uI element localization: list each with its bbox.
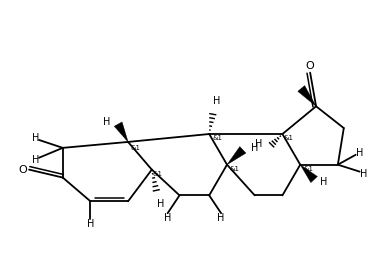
Text: H: H <box>356 148 363 158</box>
Text: H: H <box>32 133 39 143</box>
Polygon shape <box>300 165 317 183</box>
Polygon shape <box>227 147 246 165</box>
Text: H: H <box>87 219 94 229</box>
Text: H: H <box>164 213 171 223</box>
Text: H: H <box>255 139 263 149</box>
Text: H: H <box>217 213 225 223</box>
Text: H: H <box>360 168 367 178</box>
Text: H: H <box>320 177 327 187</box>
Text: &1: &1 <box>303 166 313 172</box>
Text: H: H <box>251 143 258 153</box>
Text: O: O <box>18 165 27 175</box>
Text: &1: &1 <box>283 135 293 141</box>
Text: H: H <box>103 117 110 127</box>
Text: H: H <box>32 155 39 165</box>
Text: &1: &1 <box>230 166 240 172</box>
Polygon shape <box>298 86 316 106</box>
Text: &1: &1 <box>153 171 163 177</box>
Text: O: O <box>306 61 314 71</box>
Text: &1: &1 <box>212 135 222 141</box>
Text: H: H <box>213 96 221 106</box>
Text: H: H <box>157 199 165 209</box>
Polygon shape <box>114 122 128 142</box>
Text: &1: &1 <box>131 145 141 151</box>
